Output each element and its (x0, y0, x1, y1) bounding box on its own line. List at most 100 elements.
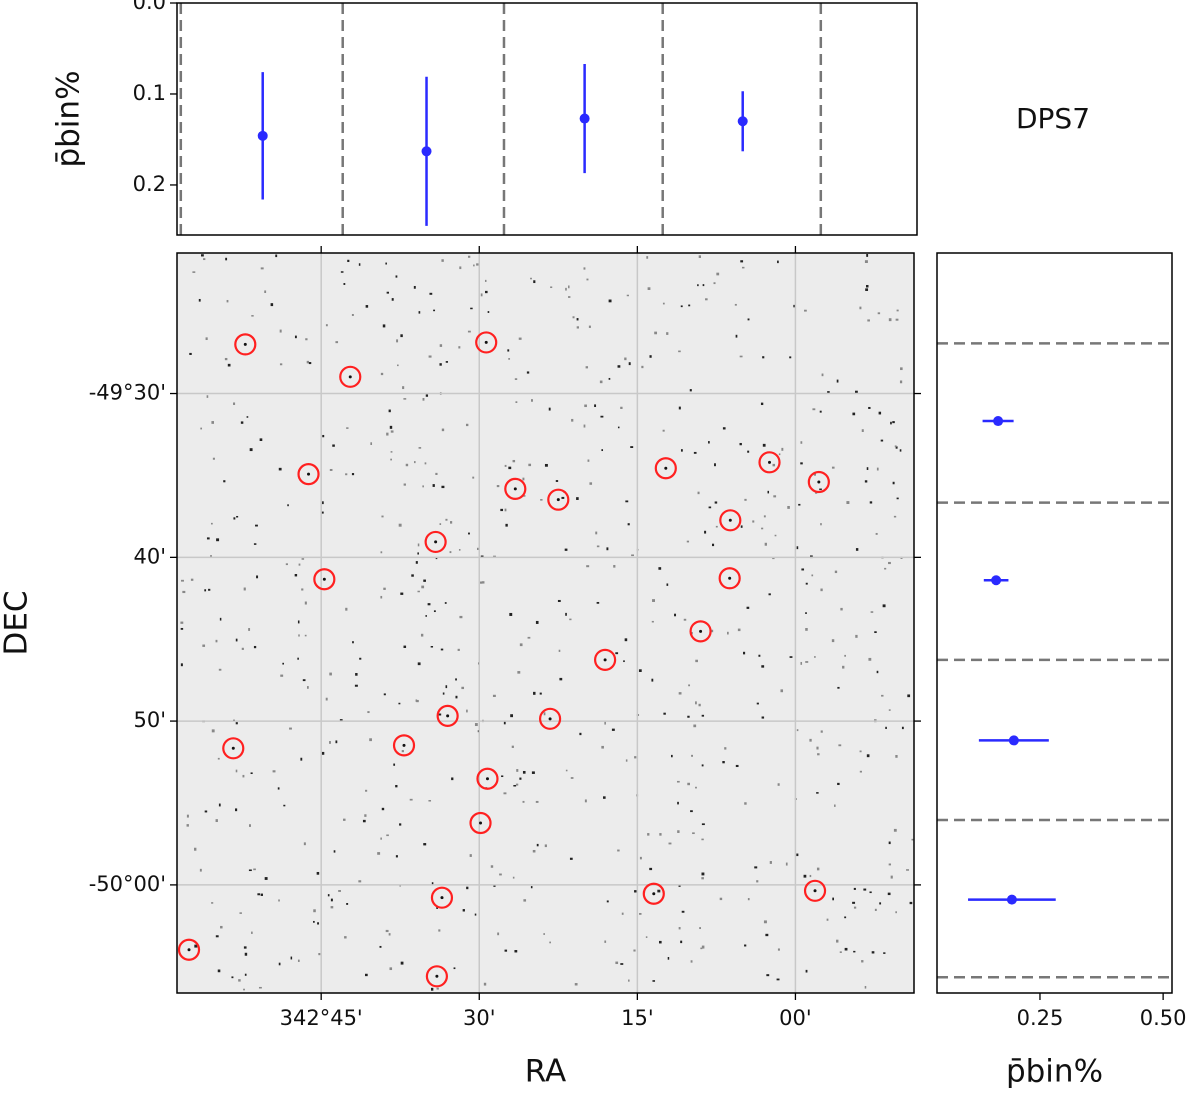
star (634, 890, 637, 893)
star (253, 543, 257, 545)
star (396, 339, 399, 343)
star (322, 501, 324, 505)
star (701, 877, 704, 880)
source-marker (430, 886, 454, 909)
star (740, 525, 743, 528)
star (698, 703, 701, 707)
star (390, 451, 393, 453)
star (651, 620, 654, 623)
star (714, 501, 718, 504)
point (737, 116, 748, 127)
star (600, 415, 604, 418)
star (241, 647, 244, 650)
star (819, 410, 822, 413)
star (235, 638, 238, 642)
source-marker (718, 567, 741, 590)
star (671, 754, 673, 758)
star (510, 714, 514, 718)
star (865, 288, 869, 291)
star (469, 854, 472, 857)
star (701, 838, 704, 841)
star (508, 466, 512, 470)
star (868, 406, 871, 409)
star (893, 515, 897, 518)
star (398, 523, 402, 527)
star (861, 960, 864, 963)
source-marker (547, 488, 570, 511)
star (888, 863, 892, 866)
star (678, 927, 681, 930)
star (617, 365, 621, 368)
source-core (813, 889, 817, 893)
star (343, 818, 346, 821)
star (735, 334, 738, 338)
star (389, 967, 393, 971)
star (189, 352, 192, 355)
star (298, 563, 301, 566)
axes-frame (176, 252, 915, 994)
star (735, 764, 739, 768)
source-marker (234, 333, 257, 356)
star (514, 950, 518, 953)
star (259, 438, 263, 441)
y-tick-label: 0.0 (133, 0, 166, 14)
star (722, 761, 725, 764)
star (445, 685, 448, 689)
star (603, 796, 606, 799)
star (415, 561, 418, 564)
star (507, 349, 510, 352)
star (768, 593, 771, 596)
star (624, 638, 628, 642)
star (844, 916, 847, 919)
star (249, 448, 253, 452)
star (761, 665, 765, 668)
star (719, 897, 723, 901)
star (834, 804, 836, 807)
star (321, 511, 324, 514)
star (767, 490, 770, 494)
star (275, 254, 278, 258)
point (991, 575, 1002, 586)
star (826, 918, 829, 921)
star (503, 721, 506, 725)
star (512, 876, 515, 879)
star (425, 394, 429, 397)
star (338, 890, 341, 892)
axes-frame (176, 2, 918, 236)
star (895, 446, 898, 449)
star (820, 523, 822, 526)
star (565, 287, 567, 291)
star (550, 286, 553, 289)
star (613, 564, 616, 568)
star (864, 985, 867, 989)
star (772, 463, 776, 467)
star (239, 912, 242, 914)
star (235, 808, 238, 812)
star (763, 920, 767, 924)
star (855, 548, 859, 551)
star (688, 304, 691, 307)
star (253, 645, 257, 649)
star (355, 673, 358, 676)
star (649, 355, 652, 358)
panel-label: DPS7 (1016, 102, 1090, 135)
point (1006, 894, 1017, 905)
star (615, 652, 619, 655)
star (289, 727, 292, 730)
star (400, 961, 404, 965)
star (571, 418, 574, 422)
star (626, 294, 629, 297)
star (761, 527, 764, 530)
star (206, 395, 209, 398)
star (236, 515, 239, 518)
star (588, 325, 591, 328)
star (445, 518, 448, 521)
star (855, 390, 858, 394)
star (243, 587, 246, 591)
source-marker (392, 734, 416, 757)
star (428, 355, 432, 358)
star (522, 770, 526, 774)
star (364, 814, 367, 817)
star (530, 277, 532, 280)
star (215, 935, 219, 938)
